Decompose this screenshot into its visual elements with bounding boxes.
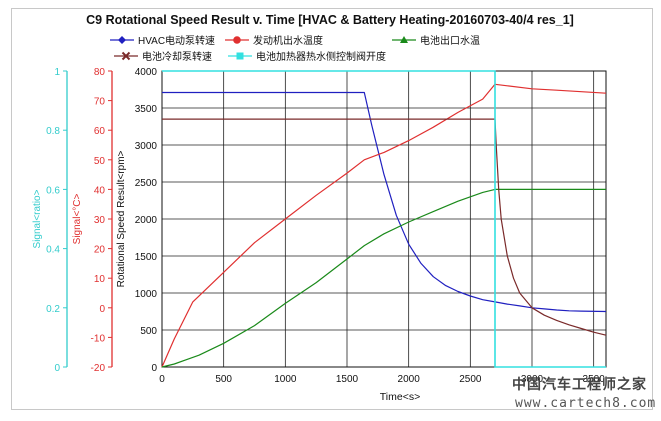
- legend-marker-2: [400, 36, 408, 43]
- y-tick-label: 500: [140, 326, 157, 337]
- y-tick-label: 3000: [135, 141, 158, 152]
- x-tick-label: 1000: [274, 374, 297, 385]
- legend-marker-0: [118, 36, 126, 44]
- y2-tick-label: 10: [94, 274, 106, 285]
- y-tick-label: 3500: [135, 104, 158, 115]
- x-tick-label: 1500: [336, 374, 359, 385]
- y3-tick-label: 0.4: [46, 245, 60, 256]
- legend-marker-3: [121, 51, 131, 61]
- y-tick-label: 2500: [135, 178, 158, 189]
- y-tick-label: 1000: [135, 289, 158, 300]
- y2-tick-label: 50: [94, 156, 106, 167]
- y-tick-label: 2000: [135, 215, 158, 226]
- y3-tick-label: 0.8: [46, 126, 60, 137]
- y3-axis-label: Signal<ratio>: [32, 189, 43, 248]
- x-tick-label: 3000: [521, 374, 544, 385]
- x-tick-label: 0: [159, 374, 165, 385]
- y2-tick-label: 60: [94, 126, 106, 137]
- y3-tick-label: 0: [54, 363, 60, 374]
- legend-label-1: 发动机出水温度: [253, 34, 323, 47]
- series-line-3: [162, 118, 607, 336]
- x-tick-label: 2000: [398, 374, 421, 385]
- legend-label-4: 电池加热器热水侧控制阀开度: [256, 50, 386, 63]
- y2-tick-label: 30: [94, 215, 106, 226]
- y3-tick-label: 0.6: [46, 185, 60, 196]
- legend-marker-3-b: [121, 51, 131, 61]
- series-line-1: [161, 83, 607, 368]
- y3-tick-label: 0.2: [46, 304, 60, 315]
- series-line-4: [162, 70, 606, 368]
- legend-marker-1: [233, 36, 241, 44]
- series-line-2: [161, 188, 606, 368]
- y2-tick-label: -20: [91, 363, 106, 374]
- series-line-0: [162, 91, 607, 313]
- x-tick-label: 2500: [459, 374, 482, 385]
- legend-marker-4: [236, 52, 244, 60]
- y-tick-label: 0: [151, 363, 157, 374]
- chart-title: C9 Rotational Speed Result v. Time [HVAC…: [86, 13, 574, 27]
- y3-tick-label: 1: [54, 67, 60, 78]
- y2-tick-label: 80: [94, 67, 106, 78]
- y2-tick-label: 70: [94, 97, 106, 108]
- y2-tick-label: 0: [99, 304, 105, 315]
- y2-tick-label: 40: [94, 185, 106, 196]
- y2-axis-label: Signal<°C>: [72, 193, 83, 244]
- watermark-text: 中国汽车工程师之家: [512, 377, 647, 393]
- x-tick-label: 500: [215, 374, 232, 385]
- watermark-url: www.cartech8.com: [515, 396, 657, 411]
- legend-label-0: HVAC电动泵转速: [138, 34, 215, 47]
- legend-label-3: 电池冷却泵转速: [142, 50, 212, 63]
- y-tick-label: 4000: [135, 67, 158, 78]
- y-axis-label: Rotational Speed Result<rpm>: [116, 150, 127, 287]
- y2-tick-label: -10: [91, 333, 106, 344]
- y2-tick-label: 20: [94, 245, 106, 256]
- x-axis-label: Time<s>: [380, 391, 420, 403]
- x-tick-label: 3500: [583, 374, 606, 385]
- y-tick-label: 1500: [135, 252, 158, 263]
- legend-label-2: 电池出口水温: [420, 34, 480, 47]
